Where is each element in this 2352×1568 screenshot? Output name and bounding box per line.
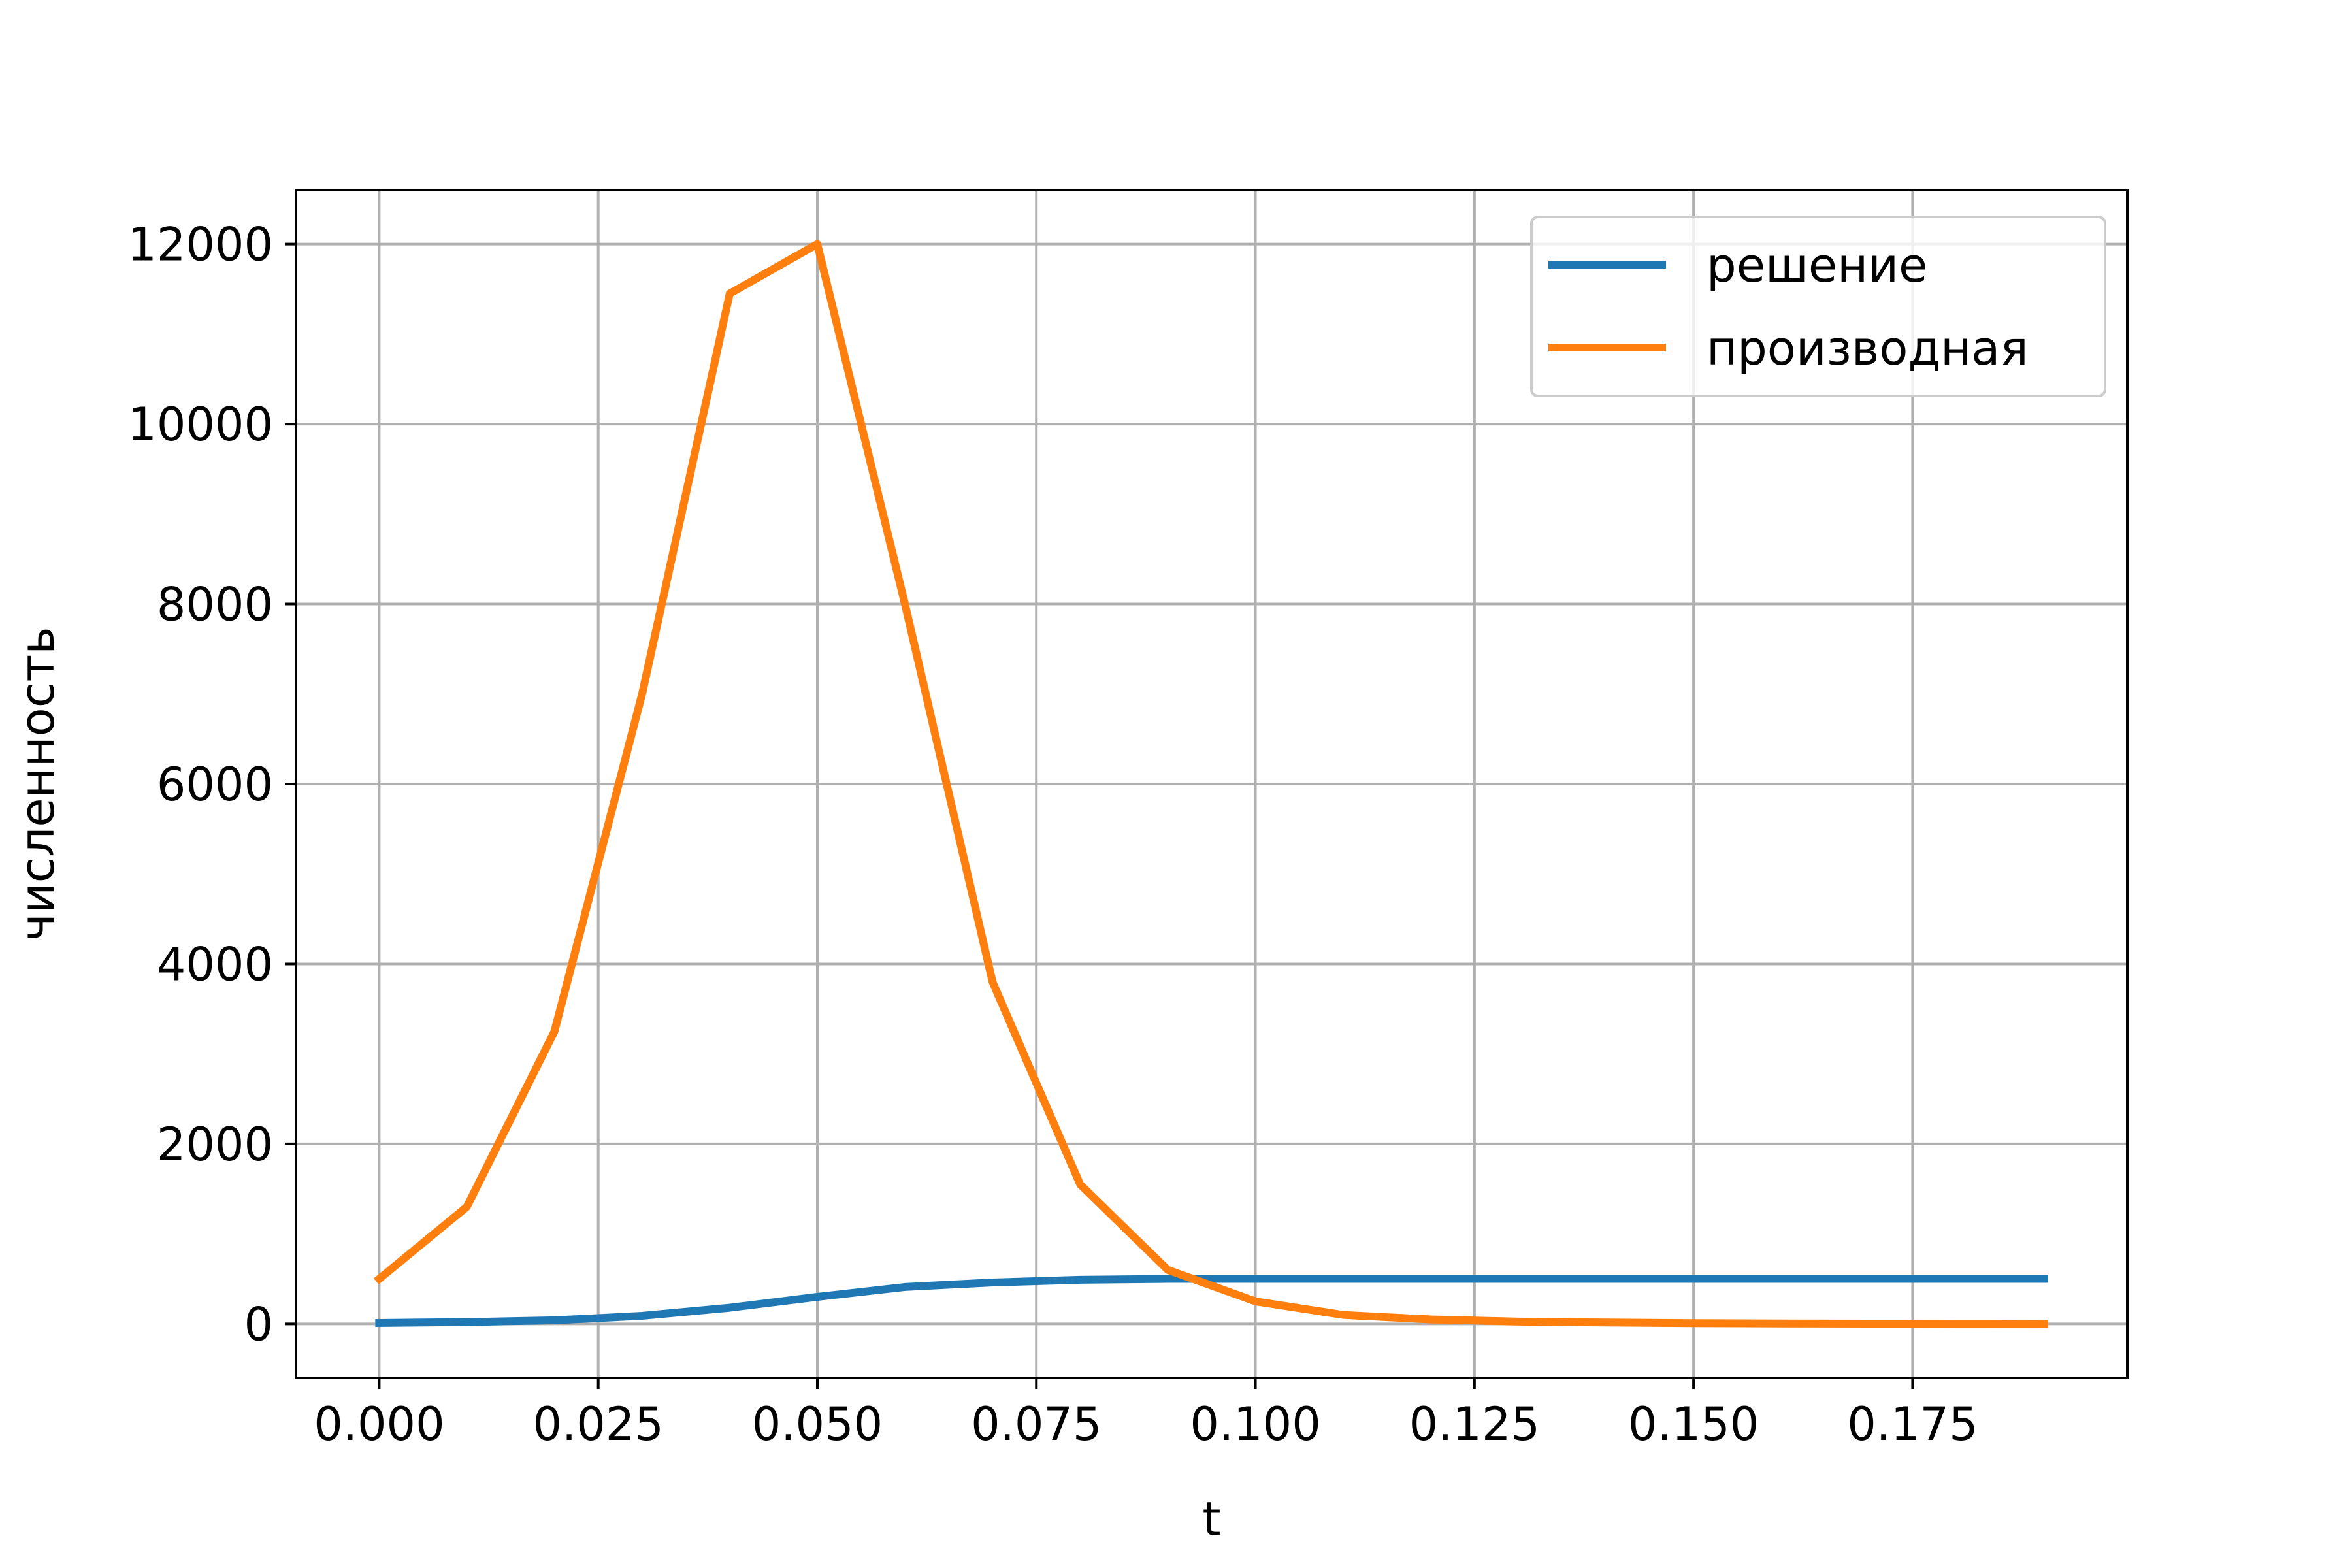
x-axis-label: t: [1202, 1492, 1220, 1546]
y-tick-label: 0: [244, 1298, 273, 1351]
x-tick-label: 0.050: [752, 1397, 883, 1451]
y-tick-label: 8000: [157, 578, 273, 632]
y-tick-label: 12000: [127, 218, 273, 272]
x-tick-label: 0.075: [971, 1397, 1102, 1451]
legend-label-2: производная: [1707, 321, 2029, 376]
x-tick-label: 0.175: [1847, 1397, 1978, 1451]
x-tick-label: 0.025: [532, 1397, 663, 1451]
legend: решение производная: [1530, 216, 2106, 397]
y-tick-label: 2000: [157, 1118, 273, 1171]
legend-label-1: решение: [1707, 238, 1927, 293]
grid: [296, 190, 2127, 1378]
y-tick-label: 10000: [127, 398, 273, 451]
x-axis-ticks: 0.000 0.025 0.050 0.075 0.100 0.125 0.150 0.175: [314, 1378, 1978, 1451]
series-lines: [373, 240, 2048, 1328]
series-line-2: [373, 240, 2048, 1328]
legend-box: [1530, 216, 2106, 397]
x-tick-label: 0.125: [1409, 1397, 1540, 1451]
y-axis-label: численность: [10, 627, 65, 941]
x-tick-label: 0.150: [1628, 1397, 1759, 1451]
x-tick-label: 0.000: [314, 1397, 444, 1451]
series-line-1: [375, 1275, 2048, 1328]
y-axis-ticks: 0 2000 4000 6000 8000 10000 12000: [127, 218, 296, 1351]
x-tick-label: 0.100: [1190, 1397, 1320, 1451]
y-tick-label: 6000: [157, 758, 273, 811]
y-tick-label: 4000: [157, 938, 273, 991]
